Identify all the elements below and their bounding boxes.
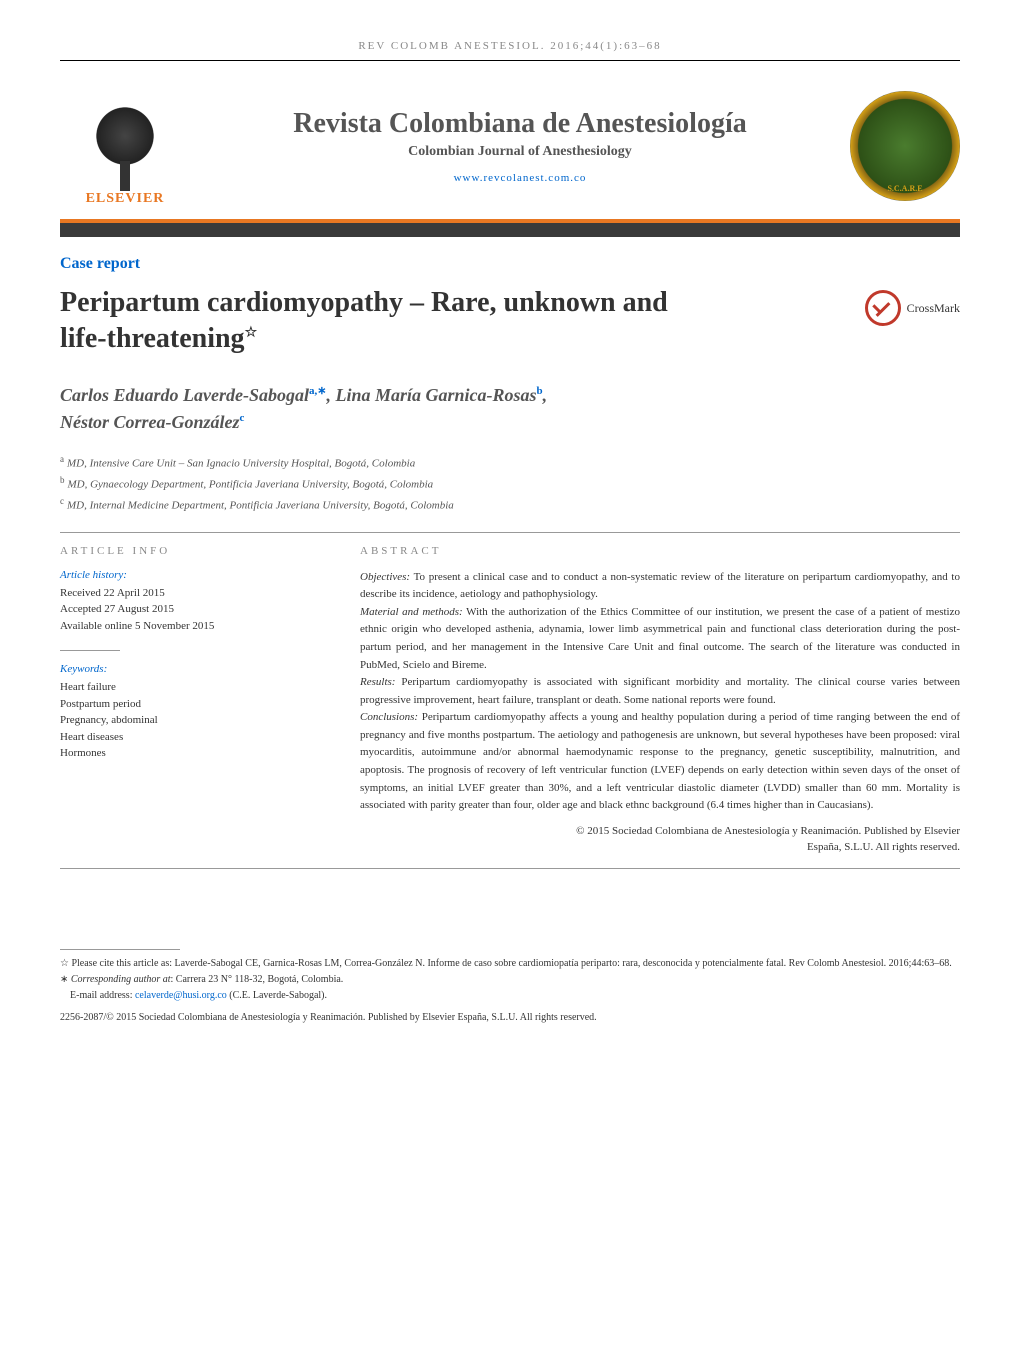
- copyright-line1: © 2015 Sociedad Colombiana de Anestesiol…: [576, 825, 960, 837]
- keywords-block: Keywords: Heart failure Postpartum perio…: [60, 663, 320, 762]
- copyright-block: © 2015 Sociedad Colombiana de Anestesiol…: [360, 823, 960, 856]
- received-date: Received 22 April 2015: [60, 585, 320, 602]
- elsevier-tree-icon: [75, 86, 175, 186]
- divider-bottom: [60, 868, 960, 869]
- email-link[interactable]: celaverde@husi.org.co: [135, 990, 227, 1001]
- scare-logo: [850, 91, 960, 201]
- article-title: Peripartum cardiomyopathy – Rare, unknow…: [60, 285, 845, 358]
- corr-text: : Carrera 23 N° 118-32, Bogotá, Colombia…: [171, 974, 344, 985]
- author-2: Lina María Garnica-Rosas: [335, 385, 536, 405]
- aff-a-text: MD, Intensive Care Unit – San Ignacio Un…: [67, 457, 415, 469]
- cite-text: Please cite this article as: Laverde-Sab…: [69, 958, 952, 969]
- results-label: Results:: [360, 676, 395, 688]
- journal-url[interactable]: www.revcolanest.com.co: [190, 172, 850, 184]
- crossmark-icon: [865, 290, 901, 326]
- keyword-4: Heart diseases: [60, 729, 320, 746]
- author-3-sup: c: [240, 412, 245, 424]
- keyword-2: Postpartum period: [60, 696, 320, 713]
- affiliation-b: bMD, Gynaecology Department, Pontificia …: [60, 473, 960, 494]
- cite-star-icon: ☆: [60, 958, 69, 969]
- conclusions-label: Conclusions:: [360, 711, 418, 723]
- authors-block: Carlos Eduardo Laverde-Sabogala,∗, Lina …: [60, 382, 960, 436]
- title-star-icon: ☆: [245, 326, 258, 341]
- aff-c-sup: c: [60, 496, 64, 506]
- affiliation-a: aMD, Intensive Care Unit – San Ignacio U…: [60, 452, 960, 473]
- title-line1: Peripartum cardiomyopathy – Rare, unknow…: [60, 287, 668, 318]
- abstract-body: Objectives: To present a clinical case a…: [360, 569, 960, 815]
- affiliations-block: aMD, Intensive Care Unit – San Ignacio U…: [60, 452, 960, 516]
- methods-label: Material and methods:: [360, 606, 463, 618]
- author-1-sup: a,∗: [309, 385, 326, 397]
- footnote-rule: [60, 949, 180, 950]
- abstract-column: ABSTRACT Objectives: To present a clinic…: [360, 545, 960, 856]
- results-text: Peripartum cardiomyopathy is associated …: [360, 676, 960, 706]
- history-label: Article history:: [60, 569, 320, 581]
- journal-title-block: Revista Colombiana de Anestesiología Col…: [190, 108, 850, 184]
- objectives-text: To present a clinical case and to conduc…: [360, 571, 960, 601]
- elsevier-logo: ELSEVIER: [60, 81, 190, 211]
- section-label: Case report: [60, 255, 960, 273]
- journal-header: ELSEVIER Revista Colombiana de Anestesio…: [60, 81, 960, 211]
- conclusions-text: Peripartum cardiomyopathy affects a youn…: [360, 711, 960, 811]
- title-line2: life-threatening: [60, 323, 245, 354]
- aff-a-sup: a: [60, 454, 64, 464]
- online-date: Available online 5 November 2015: [60, 618, 320, 635]
- aff-b-sup: b: [60, 475, 65, 485]
- short-divider-1: [60, 650, 120, 651]
- journal-title: Revista Colombiana de Anestesiología: [190, 108, 850, 140]
- article-info-header: ARTICLE INFO: [60, 545, 320, 557]
- journal-subtitle: Colombian Journal of Anesthesiology: [190, 144, 850, 160]
- copyright-line2: España, S.L.U. All rights reserved.: [807, 841, 960, 853]
- accepted-date: Accepted 27 August 2015: [60, 601, 320, 618]
- article-title-row: Peripartum cardiomyopathy – Rare, unknow…: [60, 285, 960, 358]
- issn-line: 2256-2087/© 2015 Sociedad Colombiana de …: [60, 1010, 960, 1026]
- keywords-label: Keywords:: [60, 663, 320, 675]
- crossmark-badge[interactable]: CrossMark: [865, 290, 960, 326]
- article-info-column: ARTICLE INFO Article history: Received 2…: [60, 545, 320, 856]
- corresponding-footnote: ∗ Corresponding author at: Carrera 23 N°…: [60, 972, 960, 988]
- cite-footnote: ☆ Please cite this article as: Laverde-S…: [60, 956, 960, 972]
- two-column-layout: ARTICLE INFO Article history: Received 2…: [60, 545, 960, 856]
- aff-b-text: MD, Gynaecology Department, Pontificia J…: [68, 479, 434, 491]
- affiliation-c: cMD, Internal Medicine Department, Ponti…: [60, 494, 960, 515]
- abstract-header: ABSTRACT: [360, 545, 960, 557]
- header-dark-bar: [60, 219, 960, 237]
- author-1: Carlos Eduardo Laverde-Sabogal: [60, 385, 309, 405]
- footnotes-block: ☆ Please cite this article as: Laverde-S…: [60, 949, 960, 1026]
- email-label: E-mail address:: [70, 990, 135, 1001]
- crossmark-label: CrossMark: [907, 301, 960, 316]
- divider-top: [60, 532, 960, 533]
- author-3: Néstor Correa-González: [60, 412, 240, 432]
- keyword-5: Hormones: [60, 745, 320, 762]
- keyword-1: Heart failure: [60, 679, 320, 696]
- email-author: (C.E. Laverde-Sabogal).: [227, 990, 327, 1001]
- author-2-sup: b: [537, 385, 543, 397]
- keyword-3: Pregnancy, abdominal: [60, 712, 320, 729]
- article-history-block: Article history: Received 22 April 2015 …: [60, 569, 320, 635]
- publisher-name: ELSEVIER: [86, 191, 165, 207]
- objectives-label: Objectives:: [360, 571, 410, 583]
- header-rule: [60, 60, 960, 61]
- corr-label: Corresponding author at: [68, 974, 170, 985]
- aff-c-text: MD, Internal Medicine Department, Pontif…: [67, 500, 454, 512]
- running-head: REV COLOMB ANESTESIOL. 2016;44(1):63–68: [60, 40, 960, 52]
- email-footnote: E-mail address: celaverde@husi.org.co (C…: [60, 988, 960, 1004]
